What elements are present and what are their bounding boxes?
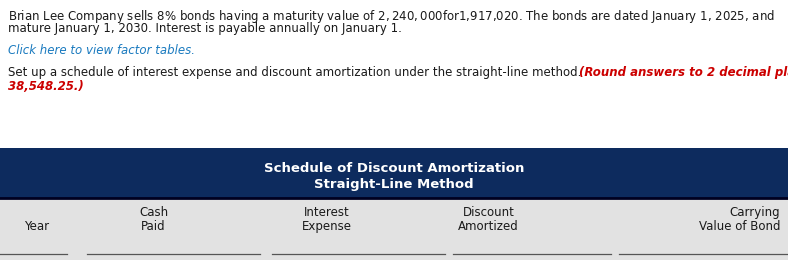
Bar [0,148,788,198]
Text: Cash: Cash [139,206,168,219]
Text: 38,548.25.): 38,548.25.) [8,80,84,93]
Text: mature January 1, 2030. Interest is payable annually on January 1.: mature January 1, 2030. Interest is paya… [8,22,402,35]
Text: Schedule of Discount Amortization: Schedule of Discount Amortization [264,162,524,175]
Text: Year: Year [24,220,49,233]
Text: Amortized: Amortized [458,220,519,233]
Text: Discount: Discount [463,206,515,219]
Text: Paid: Paid [141,220,166,233]
Text: Set up a schedule of interest expense and discount amortization under the straig: Set up a schedule of interest expense an… [8,66,585,79]
Text: Interest: Interest [304,206,350,219]
Text: Expense: Expense [302,220,352,233]
Text: Carrying: Carrying [730,206,780,219]
Text: Value of Bond: Value of Bond [699,220,780,233]
Text: Brian Lee Company sells 8% bonds having a maturity value of $2,240,000 for $1,91: Brian Lee Company sells 8% bonds having … [8,8,775,25]
Text: Click here to view factor tables.: Click here to view factor tables. [8,44,195,57]
Text: Straight-Line Method: Straight-Line Method [314,178,474,191]
Text: (Round answers to 2 decimal places, e.g.: (Round answers to 2 decimal places, e.g. [579,66,788,79]
Bar [0,198,788,260]
